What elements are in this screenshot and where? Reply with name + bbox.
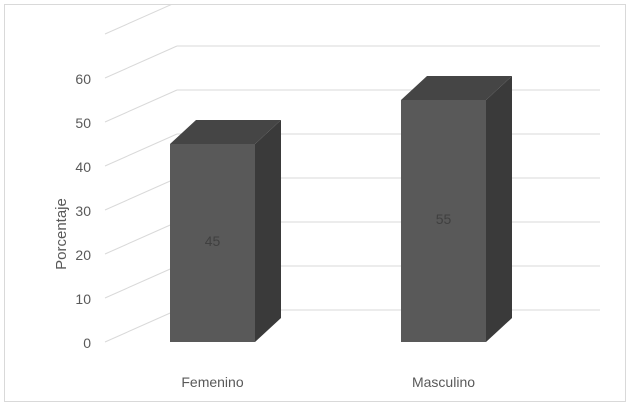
y-tick-label: 50 [75, 115, 91, 131]
y-axis-ticks: 0 10 20 30 40 50 60 [75, 71, 91, 351]
bar-side [486, 76, 512, 342]
bar-chart: 0 10 20 30 40 50 60 45 55 Femenino Masculino Por… [53, 1, 600, 390]
gridline-diagonal [104, 133, 178, 167]
y-tick-label: 20 [75, 247, 91, 263]
bar-femenino: 45 [170, 120, 281, 342]
y-tick-label: 30 [75, 203, 91, 219]
bar-top [401, 76, 512, 100]
gridline-diagonal [104, 265, 178, 299]
y-axis-label: Porcentaje [53, 198, 70, 270]
bar-masculino: 55 [401, 76, 512, 342]
bar-front [170, 144, 255, 342]
y-tick-label: 60 [75, 71, 91, 87]
x-tick-label: Masculino [412, 374, 475, 390]
data-label: 55 [436, 211, 452, 227]
bar-front [401, 100, 486, 342]
y-tick-label: 40 [75, 159, 91, 175]
data-label: 45 [205, 233, 221, 249]
bar-side [255, 120, 281, 342]
gridline-diagonal [104, 309, 178, 343]
y-tick-label: 10 [75, 291, 91, 307]
bar-top [170, 120, 281, 144]
gridline-diagonal [104, 89, 178, 123]
gridline-diagonal [104, 221, 178, 255]
gridline-diagonal [104, 45, 178, 79]
bars: 45 55 [170, 76, 512, 342]
gridline-diagonal [104, 1, 178, 35]
x-axis-ticks: Femenino Masculino [181, 374, 475, 390]
x-tick-label: Femenino [181, 374, 243, 390]
chart-frame: 0 10 20 30 40 50 60 45 55 Femenino Masculino Por… [4, 1, 626, 402]
gridline-diagonal [104, 177, 178, 211]
y-tick-label: 0 [83, 335, 91, 351]
